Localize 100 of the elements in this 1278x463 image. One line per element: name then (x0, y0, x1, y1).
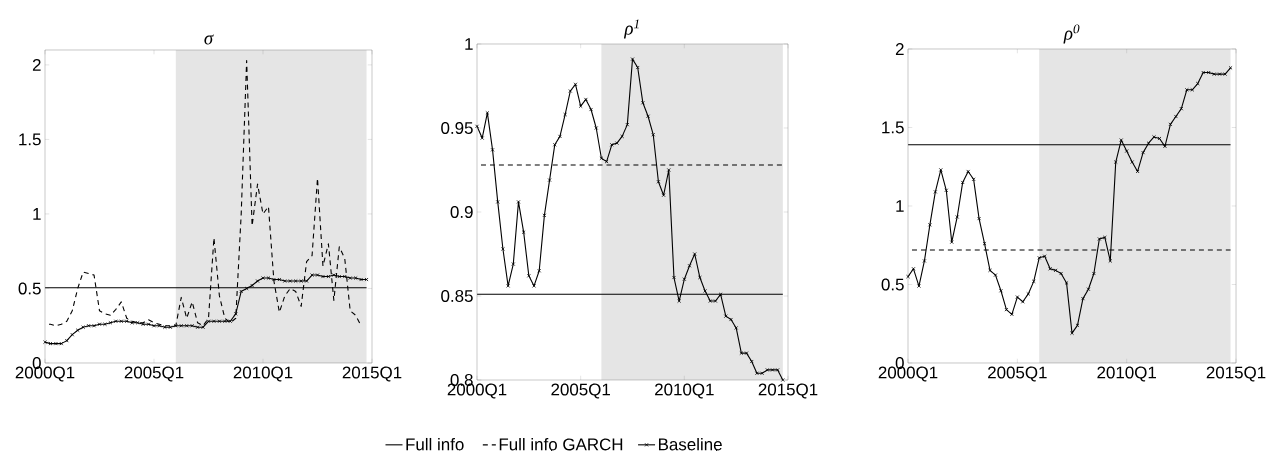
y-tick-label: 0.95 (441, 122, 473, 134)
point (537, 268, 542, 273)
point (599, 156, 604, 161)
point (500, 247, 505, 251)
point (1195, 81, 1200, 86)
chart-title: ρ$^{0}$ (1063, 24, 1080, 44)
point (604, 159, 609, 164)
point (552, 142, 557, 147)
point (511, 262, 516, 267)
point (916, 284, 921, 289)
point (1179, 106, 1184, 111)
point (687, 263, 692, 268)
point (589, 107, 593, 112)
point (1097, 237, 1102, 241)
x-tick-label: 2015Q1 (342, 366, 402, 382)
point (1031, 279, 1036, 284)
point (233, 311, 238, 316)
point (723, 314, 728, 319)
point (666, 168, 671, 172)
point (516, 199, 521, 204)
point (1108, 259, 1113, 263)
point (635, 65, 640, 70)
point (526, 273, 531, 278)
point (703, 289, 708, 293)
y-tick-label: 1 (33, 208, 41, 220)
point (1009, 312, 1014, 317)
point (1113, 160, 1118, 164)
x-tick-label: 2005Q1 (551, 383, 610, 399)
legend-label: Full info GARCH (499, 437, 623, 451)
point (1124, 149, 1129, 153)
x-tick-label: 2005Q1 (988, 366, 1047, 382)
point (506, 283, 511, 288)
y-tick-label: 1.5 (19, 133, 41, 146)
y-tick-label: 0.9 (450, 206, 473, 218)
point (1053, 268, 1058, 273)
point (982, 241, 987, 246)
point (672, 275, 676, 280)
point (661, 193, 666, 198)
point (1168, 122, 1173, 127)
point (1091, 271, 1096, 276)
point (620, 134, 625, 139)
point (521, 230, 526, 235)
chart-title: ρ$^{1}$ (623, 19, 639, 39)
y-tick-label: 1 (465, 38, 473, 50)
point (568, 89, 573, 93)
point (1130, 160, 1135, 164)
y-tick-label: 2 (895, 43, 904, 55)
point (1135, 169, 1140, 174)
point (734, 325, 739, 330)
point (933, 189, 938, 194)
point (911, 266, 916, 271)
point (1026, 291, 1031, 296)
point (630, 57, 635, 62)
legend-label: Full info (406, 437, 464, 451)
point (1173, 114, 1178, 119)
point (1015, 295, 1020, 300)
point (557, 134, 562, 139)
point (922, 259, 927, 263)
point (1037, 255, 1042, 260)
point (1004, 307, 1009, 312)
y-tick-label: 1 (896, 200, 904, 212)
point (594, 126, 599, 130)
point (944, 188, 949, 193)
point (971, 177, 976, 182)
point (583, 97, 588, 102)
point (998, 288, 1003, 293)
point (682, 277, 687, 282)
x-tick-label: 2015Q1 (1206, 366, 1266, 382)
point (1042, 254, 1047, 259)
y-tick-label: 0.5 (881, 278, 904, 291)
point (532, 283, 536, 288)
point (1070, 331, 1074, 336)
point (955, 215, 960, 219)
point (966, 169, 971, 174)
point (718, 292, 723, 297)
point (495, 199, 500, 204)
point (749, 359, 754, 364)
point (993, 273, 998, 278)
point (938, 167, 943, 172)
point (677, 299, 682, 303)
point (1102, 235, 1107, 240)
y-tick-label: 1.5 (882, 121, 904, 134)
point (949, 240, 954, 245)
point (697, 275, 702, 280)
point (480, 136, 485, 141)
point (1020, 299, 1025, 304)
point (244, 286, 249, 291)
x-tick-label: 2010Q1 (1097, 366, 1156, 382)
point (1086, 287, 1091, 292)
x-tick-label: 2015Q1 (758, 383, 818, 399)
point (64, 338, 69, 343)
point (1152, 134, 1156, 139)
legend-label: Baseline (658, 437, 722, 451)
chart-title: σ (204, 34, 214, 45)
point (988, 268, 992, 273)
point (1146, 141, 1151, 146)
x-tick-label: 2010Q1 (233, 366, 293, 382)
point (255, 279, 260, 283)
point (573, 82, 578, 87)
point (578, 104, 583, 109)
